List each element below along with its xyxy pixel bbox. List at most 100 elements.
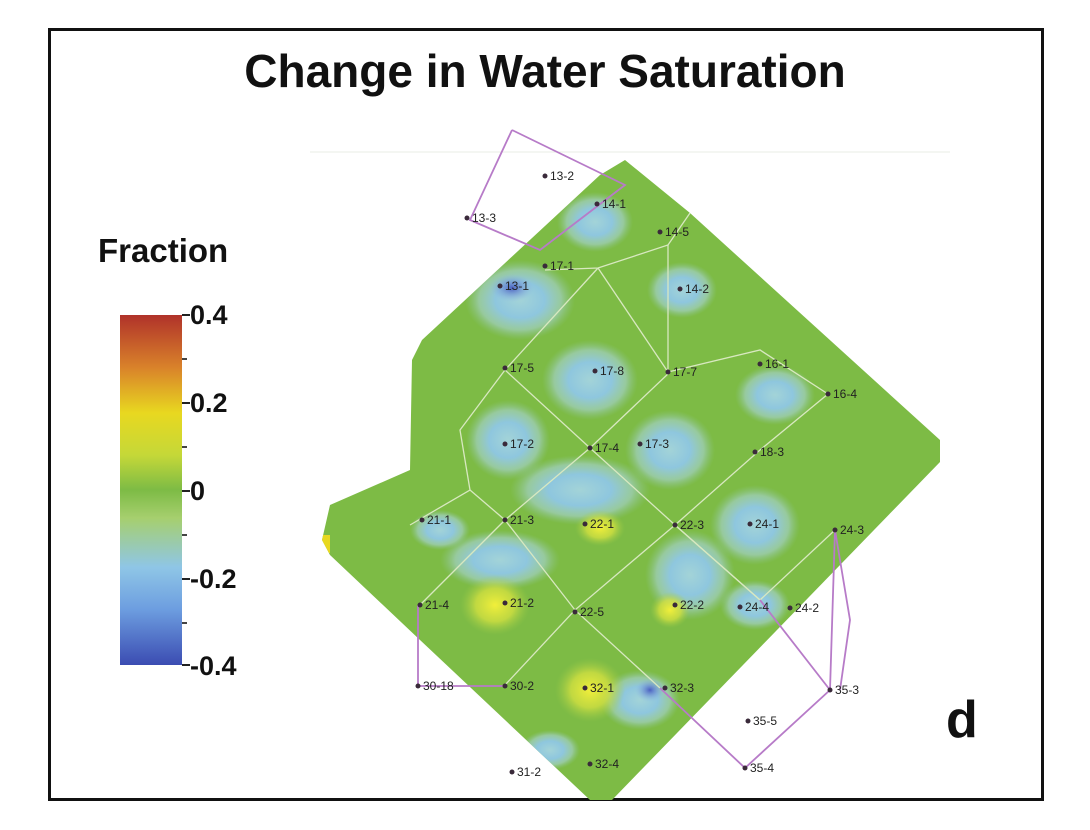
well-marker	[587, 761, 593, 767]
well-marker	[497, 283, 503, 289]
saturation-anomaly	[710, 485, 800, 565]
well-label: 14-2	[685, 282, 709, 296]
well-label: 24-1	[755, 517, 779, 531]
saturation-anomaly	[466, 400, 550, 480]
well-label: 16-4	[833, 387, 857, 401]
saturation-anomaly	[555, 658, 625, 722]
well-label: 21-4	[425, 598, 449, 612]
well-marker	[657, 229, 663, 235]
well-label: 17-1	[550, 259, 574, 273]
saturation-anomaly	[575, 510, 625, 546]
well-label: 14-1	[602, 197, 626, 211]
section-grid-lines	[310, 151, 950, 689]
well-label: 17-5	[510, 361, 534, 375]
saturation-anomaly	[557, 192, 633, 252]
well-label: 13-3	[472, 211, 496, 225]
well-marker	[757, 361, 763, 367]
lease-boundary-line	[759, 599, 831, 691]
well-marker	[582, 521, 588, 527]
saturation-anomalies	[322, 192, 815, 770]
well-marker	[502, 441, 508, 447]
well-marker	[594, 201, 600, 207]
well-label: 35-3	[835, 683, 859, 697]
well-label: 22-3	[680, 518, 704, 532]
well-label: 21-3	[510, 513, 534, 527]
well-label: 30-2	[510, 679, 534, 693]
well-label: 32-4	[595, 757, 619, 771]
well-marker	[464, 215, 470, 221]
well-marker	[745, 718, 751, 724]
well-marker	[419, 517, 425, 523]
well-marker	[502, 683, 508, 689]
well-label: 22-1	[590, 517, 614, 531]
well-marker	[417, 602, 423, 608]
colorbar-tick	[182, 578, 190, 580]
well-marker	[742, 765, 748, 771]
well-label: 17-4	[595, 441, 619, 455]
well-marker	[665, 369, 671, 375]
saturation-anomaly	[635, 678, 665, 702]
saturation-anomaly	[650, 592, 690, 628]
section-line	[674, 524, 761, 601]
section-line	[504, 267, 671, 449]
well-marker	[787, 605, 793, 611]
well-label: 35-5	[753, 714, 777, 728]
colorbar-minor-tick	[182, 446, 187, 448]
lease-boundary-line	[834, 529, 851, 691]
colorbar-tick-label: 0.2	[190, 388, 228, 418]
section-line	[544, 212, 691, 271]
saturation-anomaly	[520, 730, 580, 770]
well-marker	[542, 263, 548, 269]
section-line	[409, 369, 506, 526]
well-label: 13-1	[505, 279, 529, 293]
saturation-anomaly	[322, 535, 330, 553]
well-marker	[509, 769, 515, 775]
saturation-anomaly	[510, 455, 650, 525]
saturation-anomaly	[410, 510, 470, 550]
well-marker	[502, 365, 508, 371]
well-label: 13-2	[550, 169, 574, 183]
colorbar-tick-label: 0.4	[190, 300, 228, 330]
section-line	[597, 267, 829, 395]
well-marker	[752, 449, 758, 455]
lease-boundary-line	[468, 129, 627, 252]
well-marker	[582, 685, 588, 691]
well-label: 21-1	[427, 513, 451, 527]
well-marker	[677, 286, 683, 292]
well-label: 22-5	[580, 605, 604, 619]
well-marker	[672, 602, 678, 608]
saturation-anomaly	[542, 340, 638, 420]
well-label: 14-5	[665, 225, 689, 239]
well-marker	[502, 517, 508, 523]
well-marker	[542, 173, 548, 179]
colorbar-tick-label: 0	[190, 476, 206, 506]
well-label: 22-2	[680, 598, 704, 612]
well-label: 31-2	[517, 765, 541, 779]
well-marker	[747, 521, 753, 527]
lease-boundary-line	[659, 529, 836, 770]
saturation-anomaly	[490, 274, 534, 302]
well-marker	[672, 522, 678, 528]
well-marker	[637, 441, 643, 447]
section-line	[589, 393, 829, 526]
colorbar-minor-tick	[182, 622, 187, 624]
well-label: 24-3	[840, 523, 864, 537]
legend-title: Fraction	[98, 232, 229, 269]
well-marker	[662, 685, 668, 691]
saturation-anomaly	[625, 410, 715, 490]
colorbar-tick-label: -0.4	[190, 651, 237, 681]
well-label: 35-4	[750, 761, 774, 775]
well-marker	[592, 368, 598, 374]
well-label: 16-1	[765, 357, 789, 371]
well-marker	[827, 687, 833, 693]
section-line	[419, 519, 506, 606]
panel-label: d	[946, 691, 978, 749]
well-label: 24-4	[745, 600, 769, 614]
well-label: 32-3	[670, 681, 694, 695]
color-scale-bar	[120, 315, 182, 665]
saturation-anomaly	[440, 530, 560, 590]
well-label: 18-3	[760, 445, 784, 459]
saturation-anomaly	[735, 365, 815, 425]
well-marker	[415, 683, 421, 689]
